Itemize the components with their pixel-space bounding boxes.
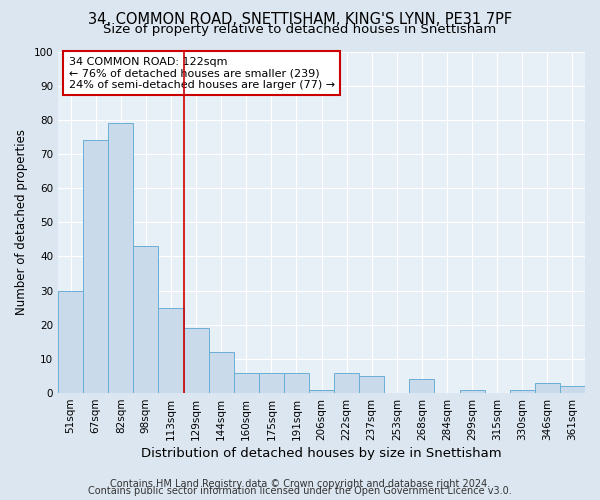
Bar [184, 328, 209, 393]
Bar [409, 380, 434, 393]
Bar [209, 352, 233, 393]
Bar [334, 372, 359, 393]
Bar [560, 386, 585, 393]
Bar [359, 376, 384, 393]
Bar [133, 246, 158, 393]
Text: 34 COMMON ROAD: 122sqm
← 76% of detached houses are smaller (239)
24% of semi-de: 34 COMMON ROAD: 122sqm ← 76% of detached… [68, 56, 335, 90]
Bar [535, 383, 560, 393]
Bar [58, 290, 83, 393]
Text: 34, COMMON ROAD, SNETTISHAM, KING'S LYNN, PE31 7PF: 34, COMMON ROAD, SNETTISHAM, KING'S LYNN… [88, 12, 512, 28]
Bar [510, 390, 535, 393]
Bar [284, 372, 309, 393]
Bar [233, 372, 259, 393]
Bar [158, 308, 184, 393]
Bar [460, 390, 485, 393]
Text: Contains HM Land Registry data © Crown copyright and database right 2024.: Contains HM Land Registry data © Crown c… [110, 479, 490, 489]
Bar [309, 390, 334, 393]
Text: Size of property relative to detached houses in Snettisham: Size of property relative to detached ho… [103, 22, 497, 36]
Bar [83, 140, 108, 393]
Y-axis label: Number of detached properties: Number of detached properties [15, 130, 28, 316]
Bar [259, 372, 284, 393]
Bar [108, 123, 133, 393]
Text: Contains public sector information licensed under the Open Government Licence v3: Contains public sector information licen… [88, 486, 512, 496]
X-axis label: Distribution of detached houses by size in Snettisham: Distribution of detached houses by size … [141, 447, 502, 460]
